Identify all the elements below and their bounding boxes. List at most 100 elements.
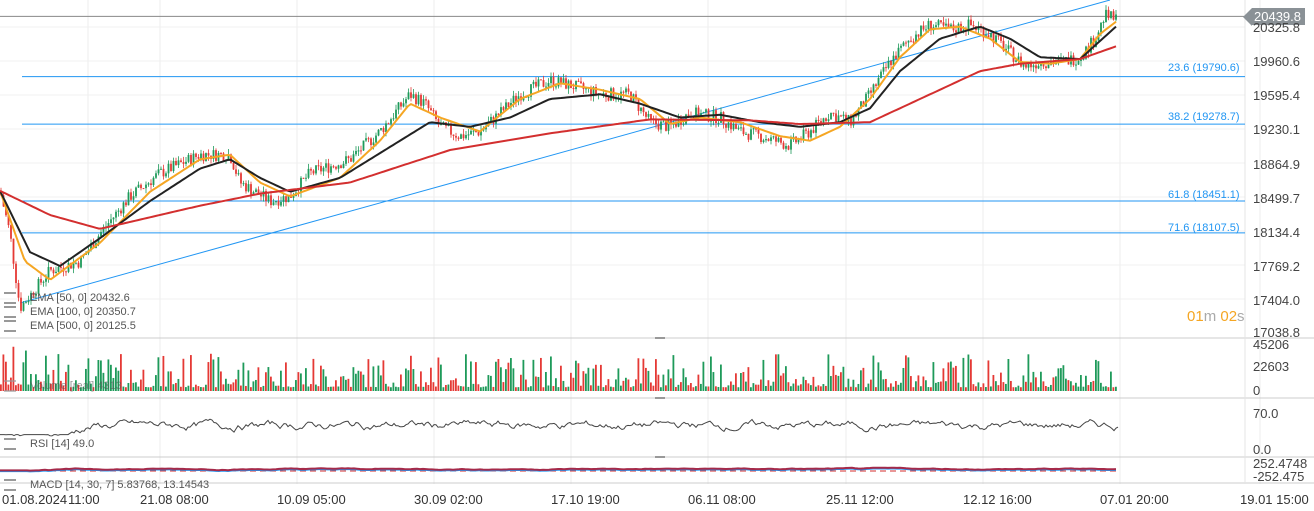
candle bbox=[227, 154, 230, 161]
candle bbox=[165, 173, 167, 177]
candle bbox=[452, 134, 455, 136]
menu-icon[interactable] bbox=[4, 380, 16, 393]
volume-bar bbox=[377, 365, 380, 391]
legend-ema100[interactable]: EMA [100, 0] 20350.7 bbox=[4, 306, 136, 319]
volume-bar bbox=[195, 384, 197, 391]
candle bbox=[745, 133, 747, 135]
candle bbox=[797, 138, 800, 143]
volume-bar bbox=[997, 385, 1000, 391]
volume-bar bbox=[540, 357, 542, 391]
volume-bar bbox=[945, 381, 947, 391]
menu-icon[interactable] bbox=[4, 438, 16, 451]
price-tick: 17404.0 bbox=[1253, 293, 1300, 308]
volume-bar bbox=[322, 369, 325, 391]
volume-bar bbox=[325, 376, 327, 391]
candle bbox=[7, 215, 10, 226]
candle bbox=[865, 93, 867, 107]
candle bbox=[100, 231, 102, 237]
volume-bar bbox=[995, 381, 997, 391]
candle bbox=[970, 19, 972, 26]
legend-rsi[interactable]: RSI [14] 49.0 bbox=[4, 438, 94, 451]
candle bbox=[190, 154, 192, 165]
volume-bar bbox=[65, 371, 67, 391]
volume-bar bbox=[785, 366, 787, 391]
legend-macd[interactable]: MACD [14, 30, 7] 5.83768, 13.14543 bbox=[4, 479, 209, 492]
volume-bar bbox=[147, 387, 150, 391]
volume-bar bbox=[767, 380, 770, 391]
menu-icon[interactable] bbox=[4, 292, 16, 305]
volume-bar bbox=[1065, 378, 1067, 391]
candle bbox=[1012, 47, 1015, 62]
candle bbox=[647, 114, 650, 117]
candle bbox=[47, 266, 50, 279]
volume-bar bbox=[642, 358, 645, 391]
volume-bar bbox=[42, 386, 45, 391]
candle bbox=[1075, 64, 1077, 66]
volume-bar bbox=[1005, 383, 1007, 391]
last-price-badge: 20439.8 bbox=[1243, 8, 1305, 26]
legend-ema500[interactable]: EMA [500, 0] 20125.5 bbox=[4, 320, 136, 333]
volume-bar bbox=[257, 367, 260, 391]
volume-bar bbox=[552, 386, 555, 391]
candle bbox=[52, 269, 55, 274]
menu-icon[interactable] bbox=[4, 320, 16, 333]
time-tick: 25.11 12:00 bbox=[826, 492, 894, 507]
volume-bar bbox=[675, 386, 677, 391]
candle bbox=[172, 160, 175, 172]
volume-bar bbox=[125, 387, 127, 391]
volume-bar bbox=[512, 368, 515, 391]
volume-bar bbox=[897, 384, 900, 391]
volume-bar bbox=[1020, 387, 1022, 391]
volume-bar bbox=[680, 382, 682, 391]
volume-bar bbox=[942, 368, 945, 391]
volume-bar bbox=[987, 360, 990, 391]
candle bbox=[977, 27, 980, 30]
volume-bar bbox=[1022, 375, 1025, 391]
volume-bar bbox=[900, 382, 902, 391]
menu-icon[interactable] bbox=[4, 306, 16, 319]
candle bbox=[372, 142, 375, 146]
menu-icon[interactable] bbox=[4, 479, 16, 492]
volume-bar bbox=[1040, 371, 1042, 391]
candle bbox=[230, 154, 232, 163]
volume-bar bbox=[590, 385, 592, 391]
time-tick: 19.01 15:00 bbox=[1240, 492, 1309, 507]
volume-bar bbox=[620, 385, 622, 391]
candle bbox=[150, 183, 152, 186]
candle bbox=[380, 128, 382, 130]
legend-ema50[interactable]: EMA [50, 0] 20432.6 bbox=[4, 292, 130, 305]
candle bbox=[817, 119, 820, 122]
legend-volume[interactable]: Volume [real] 4313 bbox=[4, 380, 122, 393]
volume-bar bbox=[97, 360, 100, 391]
volume-bar bbox=[532, 359, 535, 391]
volume-bar bbox=[70, 387, 72, 391]
candle bbox=[635, 94, 637, 100]
candle bbox=[110, 219, 112, 224]
volume-bar bbox=[955, 365, 957, 391]
volume-bar bbox=[135, 382, 137, 391]
candle bbox=[870, 90, 872, 93]
volume-bar bbox=[122, 386, 125, 391]
volume-bar bbox=[645, 367, 647, 391]
candle bbox=[60, 266, 62, 268]
candle bbox=[1077, 60, 1080, 65]
candle bbox=[1107, 9, 1110, 19]
volume-bar bbox=[385, 383, 387, 391]
candle bbox=[22, 302, 25, 311]
volume-bar bbox=[1085, 375, 1087, 391]
volume-bar bbox=[837, 375, 840, 391]
volume-bar bbox=[750, 387, 752, 391]
candle bbox=[947, 23, 950, 28]
volume-bar bbox=[780, 375, 782, 391]
candle bbox=[122, 202, 125, 214]
candle bbox=[237, 173, 240, 175]
volume-bar bbox=[515, 387, 517, 391]
candle bbox=[335, 166, 337, 169]
volume-bar bbox=[795, 379, 797, 391]
volume-bar bbox=[855, 387, 857, 391]
volume-bar bbox=[977, 382, 980, 391]
volume-bar bbox=[697, 374, 700, 391]
candle bbox=[822, 118, 825, 123]
